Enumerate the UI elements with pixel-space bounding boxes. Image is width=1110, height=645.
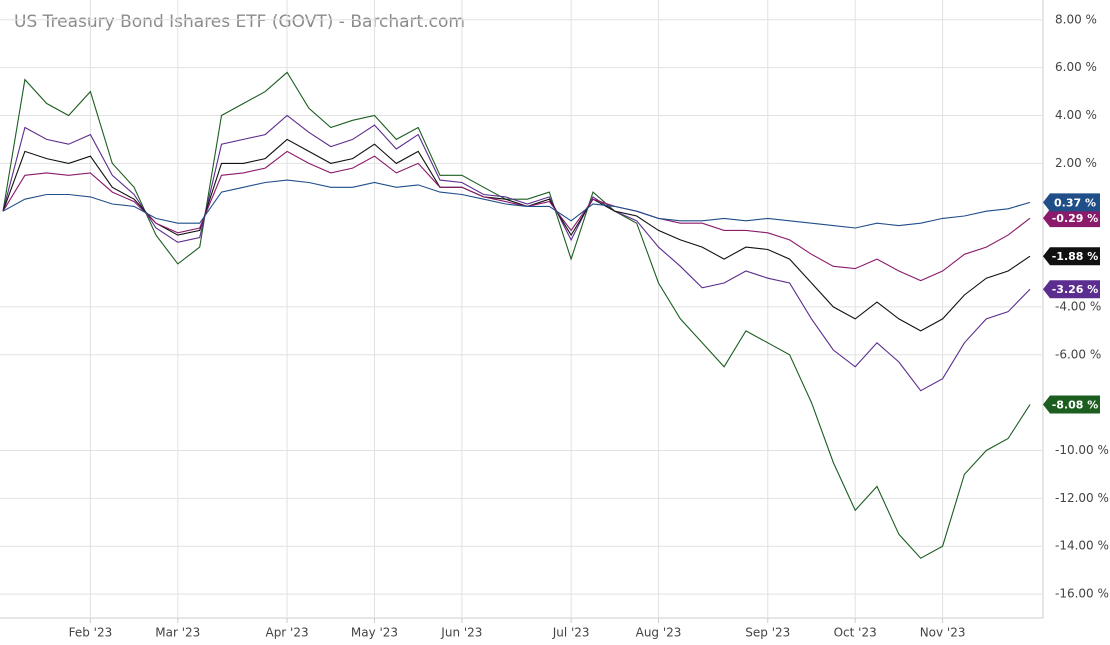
y-tick-label: -16.00 % bbox=[1055, 587, 1109, 601]
value-label: -1.88 % bbox=[1052, 250, 1099, 263]
x-tick-label: Aug '23 bbox=[636, 626, 682, 640]
value-tag bbox=[1043, 395, 1100, 414]
y-tick-label: -14.00 % bbox=[1055, 539, 1109, 553]
value-tag bbox=[1043, 209, 1100, 228]
y-tick-label: 6.00 % bbox=[1055, 60, 1097, 74]
x-tick-label: Oct '23 bbox=[834, 626, 877, 640]
x-tick-label: Sep '23 bbox=[745, 626, 790, 640]
y-tick-label: -10.00 % bbox=[1055, 443, 1109, 457]
series-line bbox=[2, 114, 1031, 392]
chart-title: US Treasury Bond Ishares ETF (GOVT) - Ba… bbox=[14, 12, 465, 32]
value-label: -3.26 % bbox=[1052, 283, 1099, 296]
x-tick-label: Jun '23 bbox=[440, 626, 482, 640]
y-tick-label: 8.00 % bbox=[1055, 12, 1097, 26]
y-tick-label: -4.00 % bbox=[1055, 299, 1101, 313]
series-line bbox=[2, 179, 1031, 229]
x-tick-label: Feb '23 bbox=[69, 626, 113, 640]
value-tag bbox=[1043, 247, 1100, 266]
value-tag bbox=[1043, 280, 1100, 299]
y-tick-label: -12.00 % bbox=[1055, 491, 1109, 505]
value-label: -8.08 % bbox=[1052, 399, 1099, 412]
series-line bbox=[2, 71, 1031, 559]
series-line bbox=[2, 150, 1031, 282]
x-tick-label: May '23 bbox=[351, 626, 398, 640]
value-label: -0.29 % bbox=[1052, 212, 1099, 225]
x-tick-label: Nov '23 bbox=[920, 626, 966, 640]
value-tag bbox=[1043, 193, 1100, 212]
y-tick-label: 2.00 % bbox=[1055, 156, 1097, 170]
value-label: 0.37 % bbox=[1054, 196, 1096, 209]
y-tick-label: 4.00 % bbox=[1055, 108, 1097, 122]
series-line bbox=[2, 138, 1031, 332]
x-tick-label: Apr '23 bbox=[265, 626, 308, 640]
grid bbox=[0, 0, 1043, 618]
x-tick-label: Jul '23 bbox=[552, 626, 590, 640]
y-tick-label: -6.00 % bbox=[1055, 347, 1101, 361]
x-tick-label: Mar '23 bbox=[155, 626, 200, 640]
